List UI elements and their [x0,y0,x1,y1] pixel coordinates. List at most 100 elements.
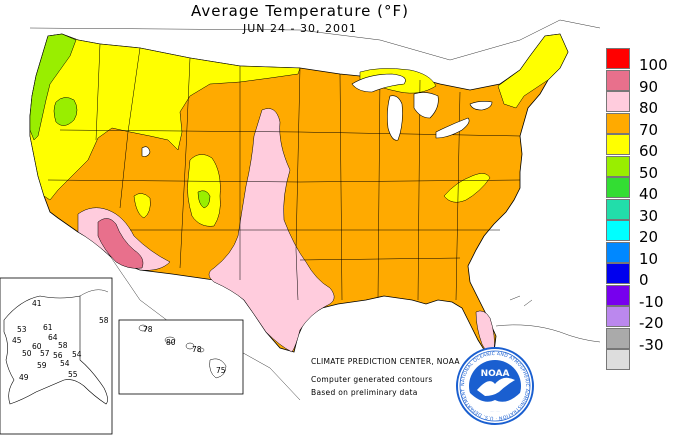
legend-row [606,349,678,371]
legend-label: 30 [639,206,659,225]
ak-value: 58 [99,316,109,325]
legend-swatch [606,284,630,306]
legend-row: 90 [606,69,678,96]
legend-label: 20 [639,228,659,246]
legend-row: 80 [606,91,678,117]
legend-label: 10 [639,249,659,268]
ak-value: 58 [58,341,68,350]
lake-superior [351,73,406,93]
alaska-inset-frame [0,277,113,435]
legend-row: 40 [606,177,678,203]
legend-label: 80 [639,99,659,117]
legend-row: 20 [606,220,678,246]
legend-label: 100 [639,56,668,74]
legend-swatch [606,48,630,69]
legend-row: -10 [606,284,678,311]
contour-50s-northwest [29,33,77,141]
ak-value: 59 [37,361,47,370]
hawaii-islands [138,324,227,379]
legend-row: 70 [606,112,678,139]
ak-value: 54 [72,350,82,359]
yukon-outline [79,289,109,297]
ak-value: 45 [12,336,22,345]
map-title: Average Temperature (°F) [191,2,409,20]
ak-value: 49 [19,373,29,382]
ak-value: 54 [60,359,70,368]
legend-row: 30 [606,198,678,225]
credits-block: CLIMATE PREDICTION CENTER, NOAA Computer… [311,356,460,399]
hawaii-station-values: 78 80 78 75 [143,325,226,375]
legend-swatch [606,306,630,327]
lake-huron [413,92,439,119]
lake-michigan [387,95,403,141]
ak-value: 60 [32,342,42,351]
legend-label: -20 [639,314,664,332]
map-subtitle: JUN 24 - 30, 2001 [243,22,357,35]
contour-90s-desert [97,218,144,269]
legend-swatch [606,112,630,134]
legend-swatch [606,177,630,198]
ak-value: 57 [40,349,50,358]
great-salt-lake [141,146,151,157]
legend-label: 60 [639,142,659,160]
legend-row: 100 [606,48,678,74]
legend-swatch [606,69,630,91]
lake-erie [435,117,470,139]
hawaii-inset-frame [118,319,244,395]
ak-value: 55 [68,370,78,379]
legend-label: -30 [639,335,664,354]
ak-value: 56 [53,351,63,360]
contour-50s-idaho [53,97,78,126]
credit-data-note: Based on preliminary data [311,388,418,397]
contour-60s-northeast [497,33,569,109]
contour-60s-rockies [187,154,221,227]
noaa-logo: NATIONAL OCEANIC AND ATMOSPHERIC ADMINIS… [455,346,534,425]
legend-swatch [606,263,630,284]
legend-label: 50 [639,163,659,182]
lake-ontario [469,101,493,111]
hi-value: 80 [166,338,176,347]
noaa-logo-acronym: NOAA [481,369,510,379]
legend-row: 50 [606,155,678,182]
credit-method: Computer generated contours [311,375,433,384]
legend-label: 70 [639,120,659,139]
contour-50s-rockies [197,190,211,209]
credit-source: CLIMATE PREDICTION CENTER, NOAA [311,357,460,366]
legend-row: 0 [606,263,678,289]
hi-value: 78 [192,345,202,354]
ak-value: 61 [43,323,53,332]
legend-label: 90 [639,77,659,96]
legend-row: -20 [606,306,678,332]
ak-value: 64 [48,333,58,342]
legend-label: 40 [639,185,659,203]
legend-label: -10 [639,292,664,311]
canada-border [29,19,600,61]
legend-swatch [606,349,630,370]
alaska-outline [3,295,108,405]
legend-swatch [606,198,630,220]
alaska-station-values: 41 58 53 61 64 45 60 58 50 57 56 54 59 5… [12,299,109,382]
ak-value: 53 [17,325,27,334]
hi-value: 75 [216,366,226,375]
cuba-outline [495,324,600,343]
contour-60s-appalachia [443,173,491,203]
legend-row: 10 [606,241,678,268]
legend-swatch [606,220,630,241]
bahamas-outline [509,295,533,307]
legend-swatch [606,155,630,177]
ak-value: 41 [32,299,42,308]
legend-label: 0 [639,271,649,289]
legend-swatch [606,134,630,155]
legend-row: -30 [606,327,678,354]
great-lakes [351,73,493,141]
contour-60s-north [29,33,301,201]
hi-value: 78 [143,325,153,334]
ak-value: 50 [22,349,32,358]
temperature-map: 41 58 53 61 64 45 60 58 50 57 56 54 59 5… [0,19,600,435]
contour-60s-utah [133,193,151,219]
legend-swatch [606,327,630,349]
legend-row: 60 [606,134,678,160]
legend-swatch [606,91,630,112]
legend-swatch [606,241,630,263]
temperature-legend: 100 90 80 70 60 50 40 30 20 10 0 -10 -20 -30 [606,48,678,371]
